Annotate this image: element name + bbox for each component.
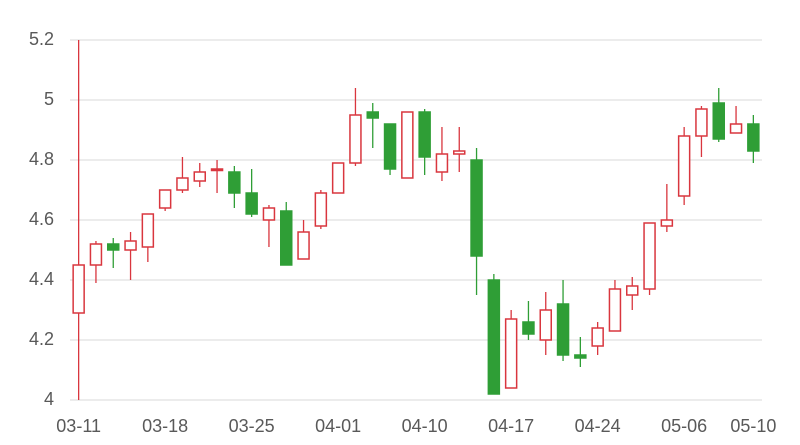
y-tick-label: 5.2: [29, 29, 54, 49]
candle-body: [280, 210, 293, 266]
y-tick-label: 4: [44, 389, 54, 409]
candle-body: [712, 102, 725, 140]
candle-body: [366, 111, 379, 119]
candle-body: [626, 285, 639, 296]
candle-body: [591, 327, 604, 347]
candle-body: [660, 219, 674, 227]
candle-body: [470, 159, 483, 257]
candle-body: [72, 264, 85, 314]
y-tick-label: 4.8: [29, 149, 54, 169]
candle-body: [158, 189, 172, 209]
candle-body: [695, 108, 708, 137]
candle-body: [383, 123, 397, 170]
x-tick-label: 03-25: [229, 416, 275, 436]
candle-body: [418, 111, 431, 158]
candle-body: [228, 171, 241, 194]
candle-body: [124, 240, 137, 251]
candle-body: [141, 213, 155, 248]
candle-body: [401, 111, 414, 179]
candle-body: [608, 288, 622, 332]
candle-body: [729, 123, 743, 134]
x-tick-label: 03-11: [56, 416, 101, 436]
x-tick-label: 04-24: [575, 416, 621, 436]
y-tick-label: 4.6: [29, 209, 54, 229]
candle-body: [262, 207, 276, 221]
x-tick-label: 03-18: [142, 416, 188, 436]
candle-body: [210, 168, 224, 172]
candle-body: [487, 279, 501, 395]
x-tick-label: 04-10: [402, 416, 448, 436]
x-tick-label: 04-01: [315, 416, 361, 436]
candle-body: [297, 231, 310, 260]
candle-body: [574, 354, 587, 359]
candle-body: [643, 222, 656, 290]
candle-body: [504, 318, 518, 389]
candle-body: [539, 309, 552, 341]
x-tick-label: 05-06: [661, 416, 707, 436]
candle-body: [435, 153, 449, 173]
candle-body: [453, 150, 466, 155]
candle-body: [193, 171, 206, 182]
candle-body: [245, 192, 258, 215]
y-tick-label: 5: [44, 89, 54, 109]
candle-body: [89, 243, 103, 266]
x-tick-label: 04-17: [488, 416, 534, 436]
candle-body: [314, 192, 328, 227]
candle-body: [556, 303, 570, 356]
candle-body: [522, 321, 535, 335]
y-tick-label: 4.4: [29, 269, 54, 289]
candle-body: [677, 135, 691, 197]
candle-body: [747, 123, 760, 152]
x-tick-label: 05-10: [730, 416, 776, 436]
candle-body: [331, 162, 345, 194]
y-tick-label: 4.2: [29, 329, 54, 349]
candle-body: [107, 243, 120, 251]
candle-body: [176, 177, 189, 191]
candle-body: [349, 114, 362, 164]
